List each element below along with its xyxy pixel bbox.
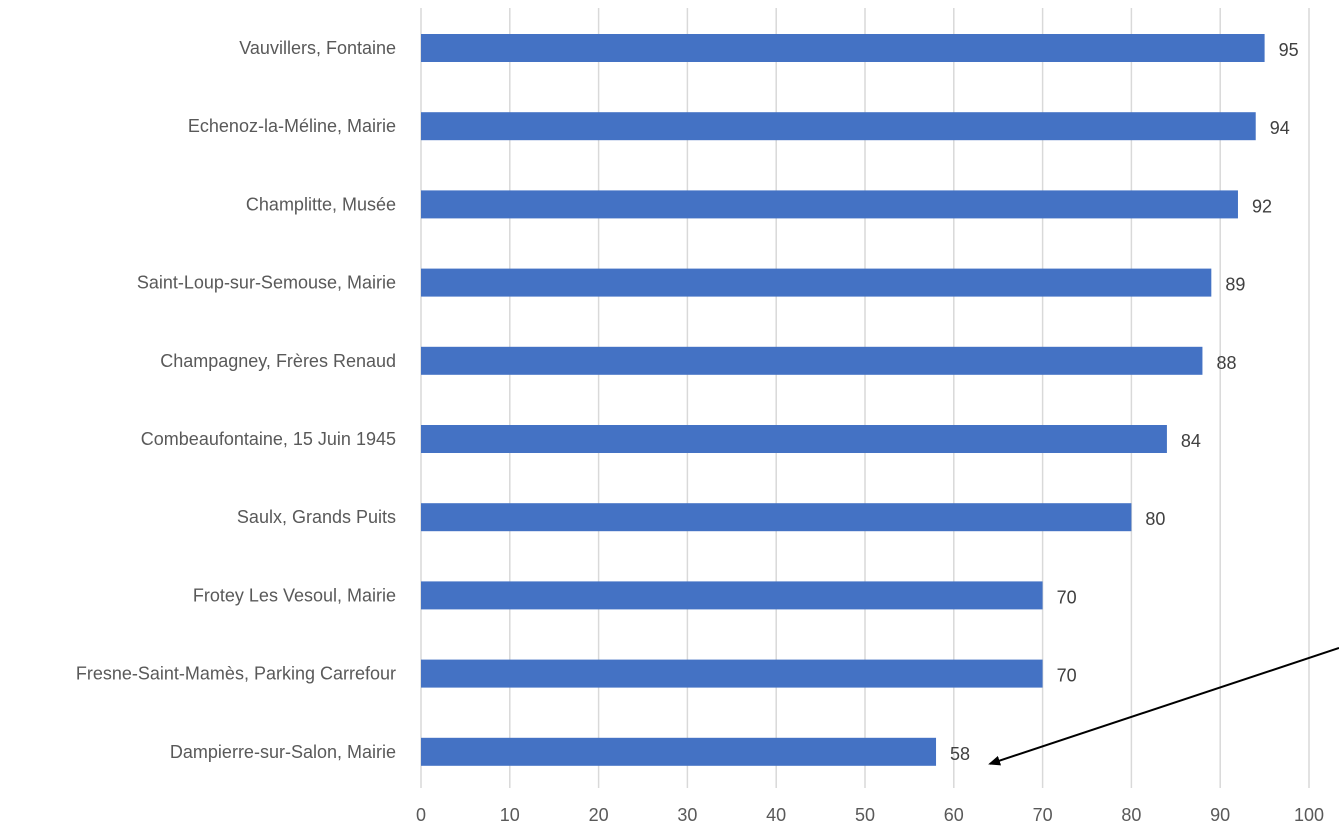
- x-tick-label: 60: [944, 805, 964, 825]
- data-label: 70: [1057, 666, 1077, 686]
- x-tick-label: 30: [677, 805, 697, 825]
- data-label: 92: [1252, 196, 1272, 216]
- bar: [421, 34, 1265, 62]
- data-label: 70: [1057, 587, 1077, 607]
- category-label: Dampierre-sur-Salon, Mairie: [170, 742, 396, 762]
- x-tick-label: 90: [1210, 805, 1230, 825]
- bar: [421, 503, 1132, 532]
- data-label: 89: [1225, 275, 1245, 295]
- bar: [421, 737, 937, 766]
- category-label: Champagney, Frères Renaud: [160, 351, 396, 371]
- bar: [421, 346, 1203, 375]
- bar-layer: [421, 34, 1265, 766]
- category-label: Saint-Loup-sur-Semouse, Mairie: [137, 273, 396, 293]
- x-tick-label: 50: [855, 805, 875, 825]
- data-label: 88: [1216, 353, 1236, 373]
- x-tick-label: 40: [766, 805, 786, 825]
- category-label: Echenoz-la-Méline, Mairie: [188, 116, 396, 136]
- bar: [421, 268, 1212, 297]
- category-label: Combeaufontaine, 15 Juin 1945: [141, 429, 396, 449]
- data-label: 84: [1181, 431, 1201, 451]
- annotation-arrow: [988, 647, 1339, 766]
- x-tick-label: 70: [1033, 805, 1053, 825]
- data-label: 95: [1279, 40, 1299, 60]
- data-label: 94: [1270, 118, 1290, 138]
- category-label: Champlitte, Musée: [246, 194, 396, 214]
- bar: [421, 425, 1167, 453]
- bar: [421, 112, 1256, 141]
- label-layer: 0 10 20 30 40 50 60 70 80 90 100 Vauvillers, Fontai…: [76, 38, 1324, 825]
- data-label: 58: [950, 744, 970, 764]
- category-label: Frotey Les Vesoul, Mairie: [193, 585, 396, 605]
- bar: [421, 190, 1238, 219]
- x-tick-label: 10: [500, 805, 520, 825]
- data-label: 80: [1145, 509, 1165, 529]
- x-tick-label: 100: [1294, 805, 1324, 825]
- bar: [421, 659, 1043, 688]
- x-tick-label: 80: [1121, 805, 1141, 825]
- x-tick-label: 20: [589, 805, 609, 825]
- annotation-layer: [988, 647, 1339, 766]
- bar: [421, 581, 1043, 610]
- category-label: Vauvillers, Fontaine: [239, 38, 396, 58]
- category-label: Saulx, Grands Puits: [237, 507, 396, 527]
- category-label: Fresne-Saint-Mamès, Parking Carrefour: [76, 664, 396, 684]
- x-tick-label: 0: [416, 805, 426, 825]
